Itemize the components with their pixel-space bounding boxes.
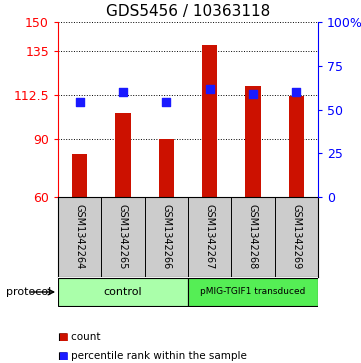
Text: protocol: protocol xyxy=(5,287,51,297)
Point xyxy=(250,91,256,97)
Bar xyxy=(159,139,174,197)
Point xyxy=(77,99,83,105)
Text: GSM1342267: GSM1342267 xyxy=(205,204,215,270)
Bar xyxy=(188,278,318,306)
Text: ■ percentile rank within the sample: ■ percentile rank within the sample xyxy=(58,351,247,360)
Point xyxy=(164,99,169,105)
Text: ■ count: ■ count xyxy=(58,333,100,342)
Bar xyxy=(289,96,304,197)
Text: pMIG-TGIF1 transduced: pMIG-TGIF1 transduced xyxy=(200,287,306,297)
Title: GDS5456 / 10363118: GDS5456 / 10363118 xyxy=(106,4,270,20)
Bar xyxy=(116,113,131,197)
Point xyxy=(293,89,299,95)
Text: GSM1342264: GSM1342264 xyxy=(75,204,85,270)
Text: GSM1342266: GSM1342266 xyxy=(161,204,171,270)
Bar xyxy=(202,45,217,197)
Bar xyxy=(72,154,87,197)
Point xyxy=(207,86,213,92)
Text: GSM1342269: GSM1342269 xyxy=(291,204,301,270)
Text: ■: ■ xyxy=(58,333,68,342)
Bar xyxy=(245,86,261,197)
Point xyxy=(120,89,126,95)
Bar xyxy=(58,278,188,306)
Text: ■: ■ xyxy=(58,351,68,360)
Text: GSM1342268: GSM1342268 xyxy=(248,204,258,270)
Text: GSM1342265: GSM1342265 xyxy=(118,204,128,270)
Text: control: control xyxy=(104,287,142,297)
